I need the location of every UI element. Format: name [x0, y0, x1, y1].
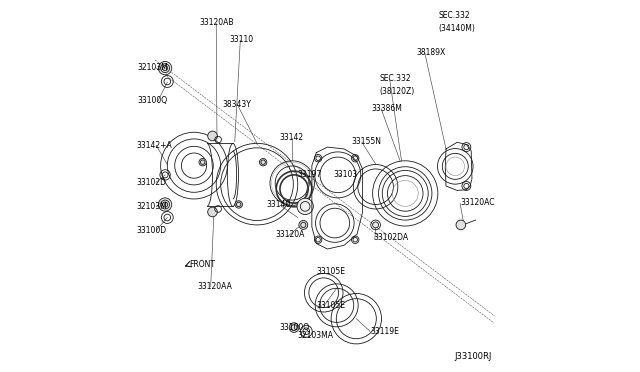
- Text: 33102D: 33102D: [136, 178, 166, 187]
- Text: 33100Q: 33100Q: [138, 96, 168, 105]
- Text: 33155N: 33155N: [351, 137, 381, 146]
- Text: 33100Q: 33100Q: [279, 323, 309, 332]
- Text: (38120Z): (38120Z): [380, 87, 415, 96]
- Text: 38343Y: 38343Y: [223, 100, 252, 109]
- Text: 33110: 33110: [229, 35, 253, 44]
- Text: SEC.332: SEC.332: [380, 74, 411, 83]
- Circle shape: [289, 323, 299, 333]
- Text: 32103M: 32103M: [136, 202, 167, 211]
- Circle shape: [297, 198, 314, 215]
- Circle shape: [299, 221, 308, 230]
- Text: 33120AB: 33120AB: [200, 19, 234, 28]
- Text: J33100RJ: J33100RJ: [454, 352, 492, 361]
- Text: 33142: 33142: [279, 133, 303, 142]
- Circle shape: [372, 222, 378, 228]
- Text: 33119E: 33119E: [370, 327, 399, 336]
- Text: 33103: 33103: [333, 170, 357, 179]
- Text: 33197: 33197: [298, 170, 322, 179]
- Text: 33120AC: 33120AC: [460, 198, 495, 207]
- Text: 33100D: 33100D: [136, 226, 166, 235]
- Text: 33105E: 33105E: [316, 267, 346, 276]
- Circle shape: [159, 198, 172, 211]
- Circle shape: [208, 207, 218, 217]
- Circle shape: [456, 220, 466, 230]
- Text: SEC.332: SEC.332: [438, 11, 470, 20]
- Text: 32103MA: 32103MA: [298, 331, 334, 340]
- Text: FRONT: FRONT: [189, 260, 216, 269]
- Circle shape: [199, 158, 206, 166]
- Text: (34140M): (34140M): [438, 24, 476, 33]
- Text: 33102DA: 33102DA: [374, 233, 409, 243]
- Text: 33140: 33140: [266, 200, 291, 209]
- Text: 32103M: 32103M: [138, 63, 168, 72]
- Circle shape: [259, 158, 267, 166]
- Circle shape: [159, 61, 172, 75]
- Text: 33105E: 33105E: [316, 301, 346, 310]
- Text: 33142+A: 33142+A: [136, 141, 172, 150]
- Circle shape: [235, 201, 243, 208]
- Circle shape: [163, 202, 168, 207]
- Circle shape: [163, 65, 168, 71]
- Text: 33120A: 33120A: [276, 230, 305, 240]
- Circle shape: [208, 131, 218, 141]
- Text: 33120AA: 33120AA: [197, 282, 232, 291]
- Text: 33386M: 33386M: [371, 104, 402, 113]
- Text: 38189X: 38189X: [417, 48, 445, 57]
